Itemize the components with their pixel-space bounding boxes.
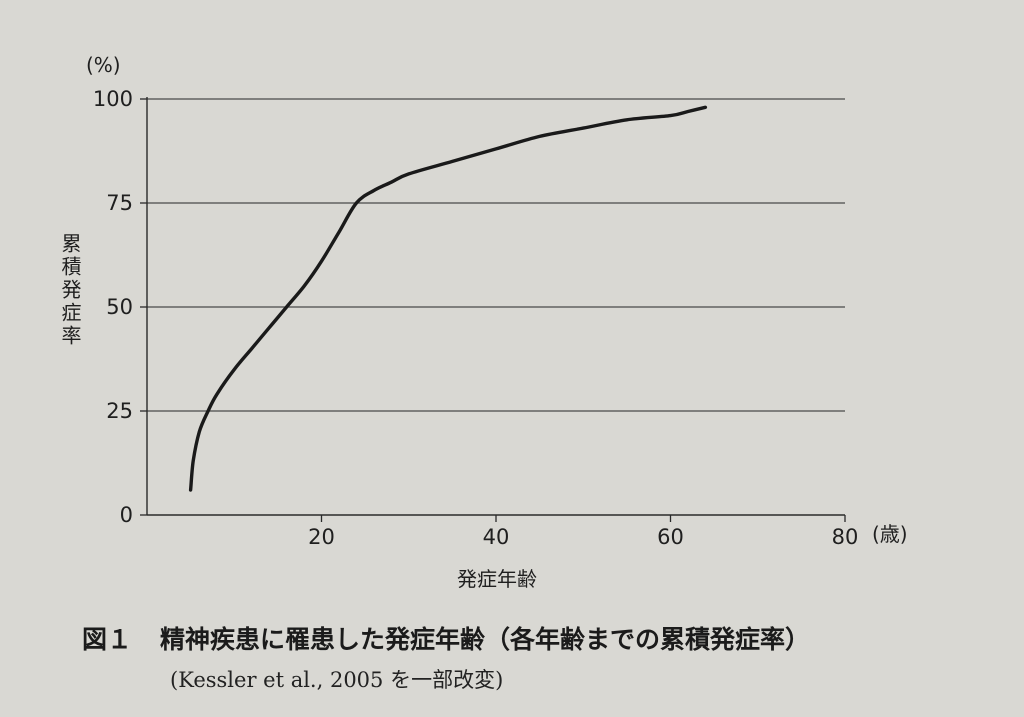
x-tick-label: 20 [308,525,335,549]
x-tick-label: 40 [483,525,510,549]
x-axis-title: 発症年齢 [457,567,537,591]
figure-number: 図１ [82,625,133,654]
y-tick-label: 0 [120,503,133,527]
y-tick-label: 100 [93,87,133,111]
chart: 0 25 50 75 100 20 40 60 80 (%) (歳) 発症年齢 累積発症率 [58,53,908,591]
y-tick-label: 25 [106,399,133,423]
figure-source: (Kessler et al., 2005 を一部改変) [170,668,504,692]
x-tick-label: 60 [657,525,684,549]
x-axis-unit: (歳) [872,522,908,546]
series-line [188,105,708,492]
y-tick-label: 75 [106,191,133,215]
figure-caption: 図１ 精神疾患に罹患した発症年齢（各年齢までの累積発症率） [82,620,810,656]
y-tick-label: 50 [106,295,133,319]
cumulative-onset-chart: 0 25 50 75 100 20 40 60 80 (%) (歳) 発症年齢 累積発症率 [58,53,908,591]
figure-title: 精神疾患に罹患した発症年齢（各年齢までの累積発症率） [160,625,811,654]
y-axis-title: 累積発症率 [58,233,82,348]
x-tick-label: 80 [832,525,859,549]
y-axis-unit: (%) [86,53,121,77]
